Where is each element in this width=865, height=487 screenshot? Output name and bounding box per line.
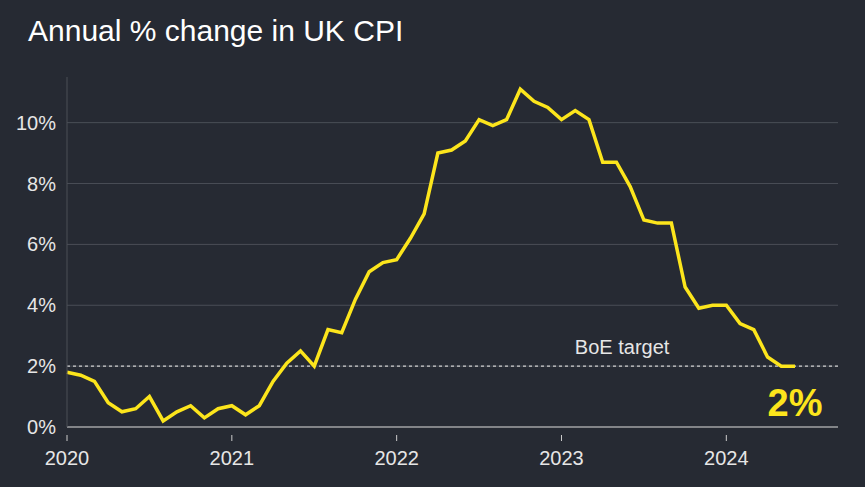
svg-text:0%: 0% bbox=[27, 416, 56, 438]
svg-text:6%: 6% bbox=[27, 233, 56, 255]
svg-text:10%: 10% bbox=[16, 112, 56, 134]
svg-text:8%: 8% bbox=[27, 173, 56, 195]
svg-text:2022: 2022 bbox=[374, 447, 419, 469]
svg-text:BoE target: BoE target bbox=[575, 336, 670, 358]
svg-text:2020: 2020 bbox=[45, 447, 90, 469]
svg-text:2023: 2023 bbox=[539, 447, 584, 469]
svg-text:2021: 2021 bbox=[210, 447, 255, 469]
svg-text:2024: 2024 bbox=[704, 447, 749, 469]
svg-text:2%: 2% bbox=[768, 382, 823, 424]
svg-text:2%: 2% bbox=[27, 355, 56, 377]
svg-text:4%: 4% bbox=[27, 294, 56, 316]
html-text:Annual % change in UK CPI: Annual % change in UK CPI bbox=[28, 14, 404, 47]
